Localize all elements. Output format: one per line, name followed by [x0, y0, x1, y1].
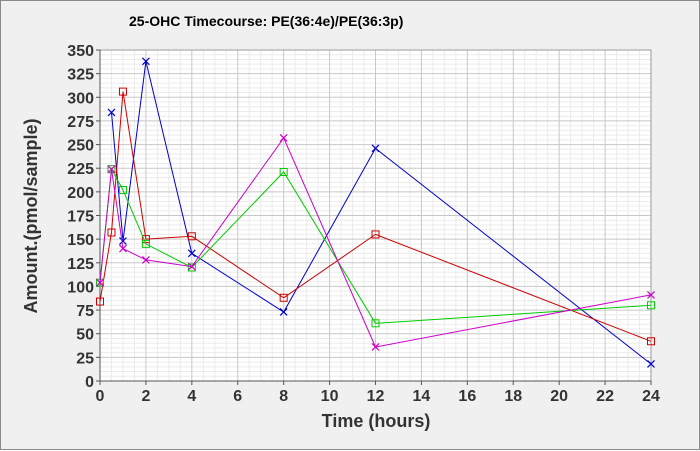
x-tick-label: 6 [233, 388, 242, 405]
data-point [279, 167, 288, 176]
data-point [96, 297, 104, 306]
data-point [141, 239, 150, 248]
x-axis-label: Time (hours) [322, 411, 431, 431]
y-tick-label: 125 [67, 256, 94, 273]
data-point [647, 360, 655, 368]
y-tick-label: 225 [67, 161, 94, 178]
data-point [647, 291, 655, 299]
y-tick-label: 100 [67, 279, 94, 296]
x-tick-label: 20 [550, 388, 568, 405]
y-tick-label: 200 [67, 185, 94, 202]
series-2 [96, 87, 655, 346]
y-tick-label: 300 [67, 90, 94, 107]
data-point [119, 244, 127, 253]
data-point [107, 108, 116, 117]
data-point [187, 232, 196, 241]
data-point [187, 263, 196, 272]
x-tick-label: 18 [504, 388, 522, 405]
data-point [118, 87, 127, 96]
data-point [647, 301, 655, 310]
x-tick-label: 2 [141, 388, 150, 405]
x-tick-label: 8 [279, 388, 288, 405]
y-tick-label: 325 [67, 67, 94, 84]
y-tick-label: 75 [76, 303, 94, 320]
data-point [118, 185, 127, 194]
data-point [187, 262, 196, 271]
x-tick-label: 16 [458, 388, 476, 405]
y-tick-label: 0 [85, 374, 94, 391]
data-point [187, 249, 196, 258]
y-tick-label: 175 [67, 209, 94, 226]
data-point [371, 319, 380, 328]
chart-title: 25-OHC Timecourse: PE(36:4e)/PE(36:3p) [129, 13, 403, 29]
data-point [279, 293, 288, 302]
y-tick-label: 150 [67, 232, 94, 249]
data-point [119, 237, 127, 245]
data-point [141, 256, 150, 264]
series-line [99, 91, 652, 342]
x-tick-label: 22 [596, 388, 614, 405]
series-line [99, 136, 652, 348]
x-tick-label: 0 [96, 388, 105, 405]
x-tick-label: 14 [413, 388, 431, 405]
x-tick-label: 4 [187, 388, 196, 405]
y-axis-label: Amount.(pmol/sample) [21, 118, 41, 313]
x-tick-label: 12 [367, 388, 385, 405]
data-point [96, 278, 104, 287]
data-point [107, 165, 116, 174]
data-point [279, 134, 288, 142]
y-tick-label: 25 [76, 350, 94, 367]
data-point [279, 308, 288, 316]
y-tick-label: 50 [76, 327, 94, 344]
data-point [371, 144, 380, 153]
x-tick-label: 10 [321, 388, 339, 405]
data-point [371, 343, 380, 351]
y-tick-label: 275 [67, 114, 94, 131]
data-point [141, 235, 150, 244]
series-1 [107, 57, 655, 368]
data-point [141, 57, 150, 66]
y-tick-label: 350 [67, 43, 94, 60]
y-tick-label: 250 [67, 138, 94, 155]
series-4 [96, 134, 655, 351]
data-point [371, 230, 380, 239]
series-layer [96, 57, 655, 368]
x-tick-label: 24 [642, 388, 660, 405]
y-tick-labels: 0 25 50 75 100 125 150 175 200 225 250 275 300 325 350 [67, 43, 100, 391]
data-point [107, 228, 116, 237]
data-point [647, 337, 655, 346]
series-3 [96, 165, 655, 328]
x-tick-labels: 0 2 4 6 8 10 12 14 16 18 20 22 24 [96, 381, 660, 405]
